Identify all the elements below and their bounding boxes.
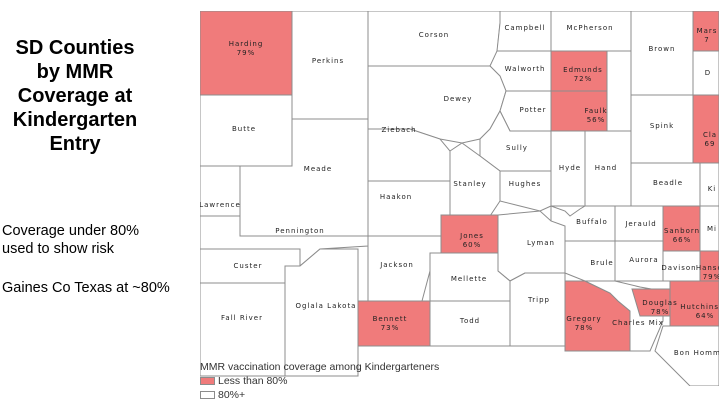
county-label-stanley: Stanley	[453, 180, 486, 188]
county-label-davison: Davison	[661, 264, 696, 272]
county-label-hand: Hand	[595, 164, 617, 172]
risk-note-line2: used to show risk	[2, 241, 115, 257]
county-label-d: D	[705, 69, 711, 77]
gaines-note: Gaines Co Texas at ~80%	[2, 280, 170, 296]
county-label-corson: Corson	[419, 31, 449, 39]
legend-swatch-low	[200, 377, 215, 385]
county-coverage-bennett: 73%	[381, 324, 400, 332]
county-label-cla: Cla	[703, 131, 717, 139]
county-haakon	[367, 180, 451, 237]
risk-note-line1: Coverage under 80%	[2, 223, 140, 239]
county-hughes	[499, 170, 552, 212]
legend-label-ok: 80%+	[218, 389, 246, 401]
county-label-mars: Mars	[697, 27, 718, 35]
county-label-spink: Spink	[650, 122, 674, 130]
county-label-tripp: Tripp	[527, 296, 550, 304]
county-label-mi: Mi	[707, 225, 717, 233]
county-label-hughes: Hughes	[509, 180, 542, 188]
county-coverage-jones: 60%	[463, 241, 482, 249]
county-label-custer: Custer	[234, 262, 263, 270]
county-label-meade: Meade	[304, 165, 332, 173]
county-label-jackson: Jackson	[379, 261, 414, 269]
county-label-lyman: Lyman	[527, 239, 555, 247]
county-map: Harding 79% Perkins Corson Campbell McPherson…	[200, 11, 719, 386]
title-line: by MMR	[36, 61, 114, 83]
legend-swatch-ok	[200, 391, 215, 399]
county-label-oglala-lakota: Oglala Lakota	[296, 302, 357, 310]
county-label-haakon: Haakon	[380, 193, 412, 201]
county-label-faulk: Faulk	[584, 107, 607, 115]
county-label-mellette: Mellette	[451, 275, 487, 283]
county-label-dewey: Dewey	[444, 95, 473, 103]
title-line: Entry	[49, 133, 101, 155]
county-ki	[699, 162, 719, 207]
county-todd	[429, 300, 511, 347]
county-hanson	[699, 250, 719, 287]
county-label-campbell: Campbell	[504, 24, 545, 32]
county-coverage-gregory: 78%	[575, 324, 594, 332]
county-label-walworth: Walworth	[505, 65, 546, 73]
title-line: Kindergarten	[12, 109, 138, 131]
county-label-aurora: Aurora	[629, 256, 658, 264]
county-label-ziebach: Ziebach	[381, 126, 416, 134]
county-label-bennett: Bennett	[373, 315, 408, 323]
county-label-sanborn: Sanborn	[664, 227, 700, 235]
county-coverage-faulk: 56%	[587, 116, 606, 124]
county-label-ki: Ki	[708, 185, 717, 193]
county-mi	[699, 205, 719, 252]
county-tripp	[509, 272, 566, 347]
county-coverage-edmunds: 72%	[574, 75, 593, 83]
county-label-lawrence: Lawrence	[200, 201, 241, 209]
county-label-harding: Harding	[229, 40, 264, 48]
legend-item-low: Less than 80%	[200, 375, 439, 387]
county-bon-homme	[654, 325, 719, 386]
county-cla	[692, 94, 719, 164]
county-label-charles-mix: Charles Mix	[612, 319, 664, 327]
county-coverage-mars: 7	[704, 36, 709, 44]
county-oglala-lakota	[284, 248, 359, 377]
county-hutchinson	[669, 280, 719, 327]
county-coverage-hutchinson: 64%	[696, 312, 715, 320]
county-label-fall-river: Fall River	[221, 314, 263, 322]
county-coverage-hanson: 79%	[703, 273, 719, 281]
county-label-hanson: Hanson	[696, 264, 719, 272]
county-label-butte: Butte	[232, 125, 256, 133]
county-coverage-sanborn: 66%	[673, 236, 692, 244]
county-label-hyde: Hyde	[559, 164, 581, 172]
county-label-todd: Todd	[459, 317, 480, 325]
county-brown	[630, 11, 694, 96]
county-perkins	[291, 11, 369, 120]
legend-item-ok: 80%+	[200, 389, 439, 401]
county-label-mcpherson: McPherson	[566, 24, 613, 32]
county-coverage-douglas: 78%	[651, 308, 670, 316]
county-label-pennington: Pennington	[275, 227, 324, 235]
legend-label-low: Less than 80%	[218, 375, 288, 387]
title-line: SD Counties	[15, 37, 135, 59]
legend-title: MMR vaccination coverage among Kindergar…	[200, 361, 440, 373]
county-label-potter: Potter	[520, 106, 547, 114]
county-label-edmunds: Edmunds	[563, 66, 603, 74]
county-mars	[692, 11, 719, 52]
county-label-jones: Jones	[459, 232, 484, 240]
county-label-perkins: Perkins	[312, 57, 344, 65]
county-label-hutchinson: Hutchinson	[680, 303, 719, 311]
county-label-gregory: Gregory	[566, 315, 601, 323]
county-label-brown: Brown	[649, 45, 676, 53]
county-label-beadle: Beadle	[653, 179, 683, 187]
county-label-douglas: Douglas	[642, 299, 677, 307]
county-d	[692, 50, 719, 96]
county-label-jerauld: Jerauld	[624, 220, 656, 228]
title-line: Coverage at	[17, 85, 133, 107]
county-label-buffalo: Buffalo	[576, 218, 608, 226]
county-coverage-harding: 79%	[237, 49, 256, 57]
county-label-brule: Brule	[590, 259, 613, 267]
slide-title: SD Counties by MMR Coverage at Kindergar…	[0, 36, 150, 156]
county-coverage-cla: 69	[705, 140, 716, 148]
county-label-bon-homme: Bon Homme	[674, 349, 719, 357]
map-legend: MMR vaccination coverage among Kindergar…	[200, 361, 439, 401]
county-label-sully: Sully	[506, 144, 528, 152]
